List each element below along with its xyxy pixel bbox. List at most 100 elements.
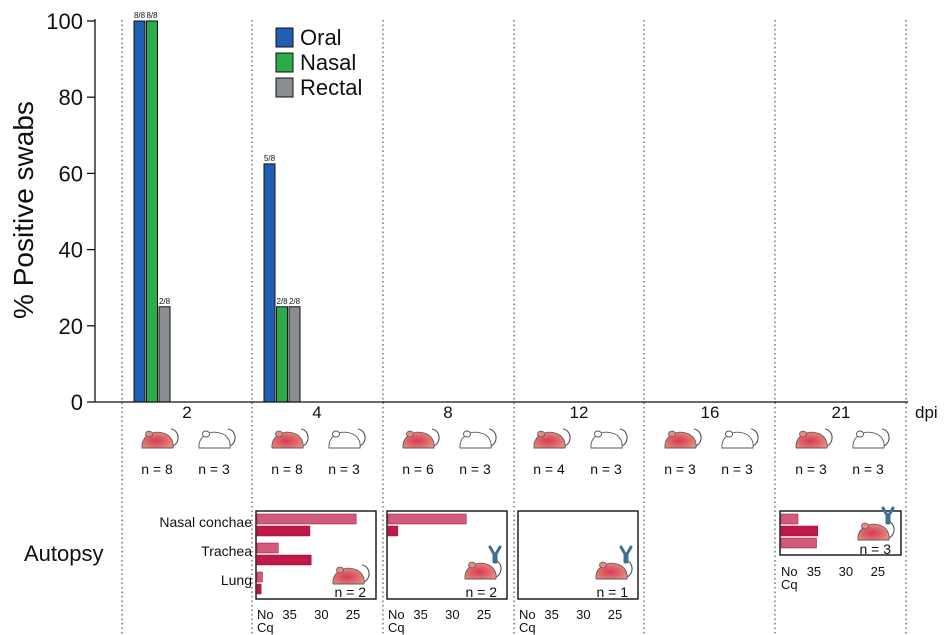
infected-mouse-icon	[795, 428, 833, 449]
mouse-ear	[145, 430, 153, 438]
infected-n-label: n = 3	[795, 461, 827, 477]
cq-tick-label: 30	[576, 607, 590, 622]
autopsy-label: Autopsy	[24, 541, 104, 566]
mouse-tail	[431, 428, 440, 447]
x-axis-label: dpi	[915, 403, 938, 422]
mouse-tail	[824, 428, 833, 447]
bar-rectal	[158, 306, 171, 403]
cq-tick-label: 35	[544, 607, 558, 622]
cq-bar	[256, 571, 263, 583]
mouse-tail	[750, 428, 759, 447]
y-axis-label: % Positive swabs	[8, 101, 39, 319]
control-n-label: n = 3	[852, 461, 884, 477]
autopsy-n-label: n = 2	[334, 584, 366, 600]
mouse-tail	[300, 428, 309, 447]
legend-label: Oral	[300, 25, 342, 50]
mouse-tail	[881, 428, 890, 447]
cq-no-label: No	[781, 564, 798, 579]
antibody-icon	[488, 545, 502, 564]
cq-no-label: Cq	[519, 620, 536, 635]
infected-n-label: n = 3	[664, 461, 696, 477]
mouse-ear	[406, 430, 414, 438]
infected-n-label: n = 8	[271, 461, 303, 477]
mouse-tail	[227, 428, 236, 447]
cq-tick-label: 35	[807, 564, 821, 579]
control-mouse-icon	[721, 428, 759, 449]
cq-tick-label: 30	[445, 607, 459, 622]
cq-no-label: Cq	[388, 620, 405, 635]
infected-mouse-icon	[141, 428, 179, 449]
y-tick-label: 40	[59, 238, 83, 263]
infected-mouse-icon	[533, 428, 571, 449]
cq-no-label: Cq	[781, 577, 798, 592]
y-tick-label: 80	[59, 85, 83, 110]
x-tick-label: 2	[182, 403, 191, 422]
panel-frame	[386, 510, 508, 600]
y-axis: 0 20 40 60 80 100	[46, 9, 96, 415]
cq-no-label: No	[519, 607, 536, 622]
bar-oral	[133, 20, 146, 403]
cq-bar	[780, 525, 819, 537]
panel-frame	[517, 510, 639, 600]
mouse-ear	[799, 430, 807, 438]
antibody-arms	[488, 545, 502, 564]
x-tick-label: 4	[312, 403, 321, 422]
legend-swatch	[275, 77, 294, 98]
mouse-ear	[537, 430, 545, 438]
organ-labels: Nasal conchae Trachea Lung	[159, 514, 252, 588]
mouse-ear	[275, 430, 283, 438]
mouse-ear	[725, 430, 733, 438]
mouse-ear	[668, 430, 676, 438]
mouse-ear	[332, 430, 340, 438]
cq-tick-label: 30	[314, 607, 328, 622]
mouse-ear	[594, 430, 602, 438]
x-tick-label: 12	[570, 403, 589, 422]
cq-bar	[256, 542, 279, 554]
autopsy-mouse-icon	[332, 564, 370, 585]
mouse-ear	[599, 561, 607, 569]
bar-data-label: 8/8	[146, 11, 158, 20]
mouse-tail	[562, 428, 571, 447]
cq-bar	[780, 513, 799, 525]
x-tick-label: 8	[443, 403, 452, 422]
control-n-label: n = 3	[459, 461, 491, 477]
mouse-groups: n = 8 n = 3 n = 8 n = 3 n = 6 n = 3 n = 4 n = 3…	[141, 428, 890, 477]
mouse-tail	[619, 428, 628, 447]
infected-n-label: n = 4	[533, 461, 565, 477]
control-mouse-icon	[590, 428, 628, 449]
mouse-ear	[856, 430, 864, 438]
control-n-label: n = 3	[590, 461, 622, 477]
bar-data-label: 2/8	[159, 297, 171, 306]
legend-swatch	[275, 27, 294, 48]
mouse-ear	[202, 430, 210, 438]
organ-label: Trachea	[201, 543, 252, 559]
mouse-tail	[693, 428, 702, 447]
cq-bar	[387, 525, 399, 537]
legend-swatch	[275, 52, 294, 73]
infected-n-label: n = 8	[141, 461, 173, 477]
x-axis: 2 4 8 12 16 21	[95, 401, 908, 422]
y-tick-label: 100	[46, 9, 83, 34]
y-tick-label: 0	[71, 390, 83, 415]
y-tick-label: 20	[59, 314, 83, 339]
antibody-icon	[881, 506, 895, 525]
cq-bar	[256, 525, 311, 537]
mouse-tail	[170, 428, 179, 447]
antibody-icon	[619, 545, 633, 564]
cq-tick-label: 35	[413, 607, 427, 622]
mouse-ear	[463, 430, 471, 438]
organ-label: Nasal conchae	[159, 514, 252, 530]
legend-label: Rectal	[300, 75, 362, 100]
mouse-tail	[488, 428, 497, 447]
legend-label: Nasal	[300, 50, 356, 75]
mouse-ear	[861, 522, 869, 530]
control-mouse-icon	[328, 428, 366, 449]
mouse-ear	[336, 566, 344, 574]
y-tick-label: 60	[59, 161, 83, 186]
cq-bar	[256, 513, 357, 525]
